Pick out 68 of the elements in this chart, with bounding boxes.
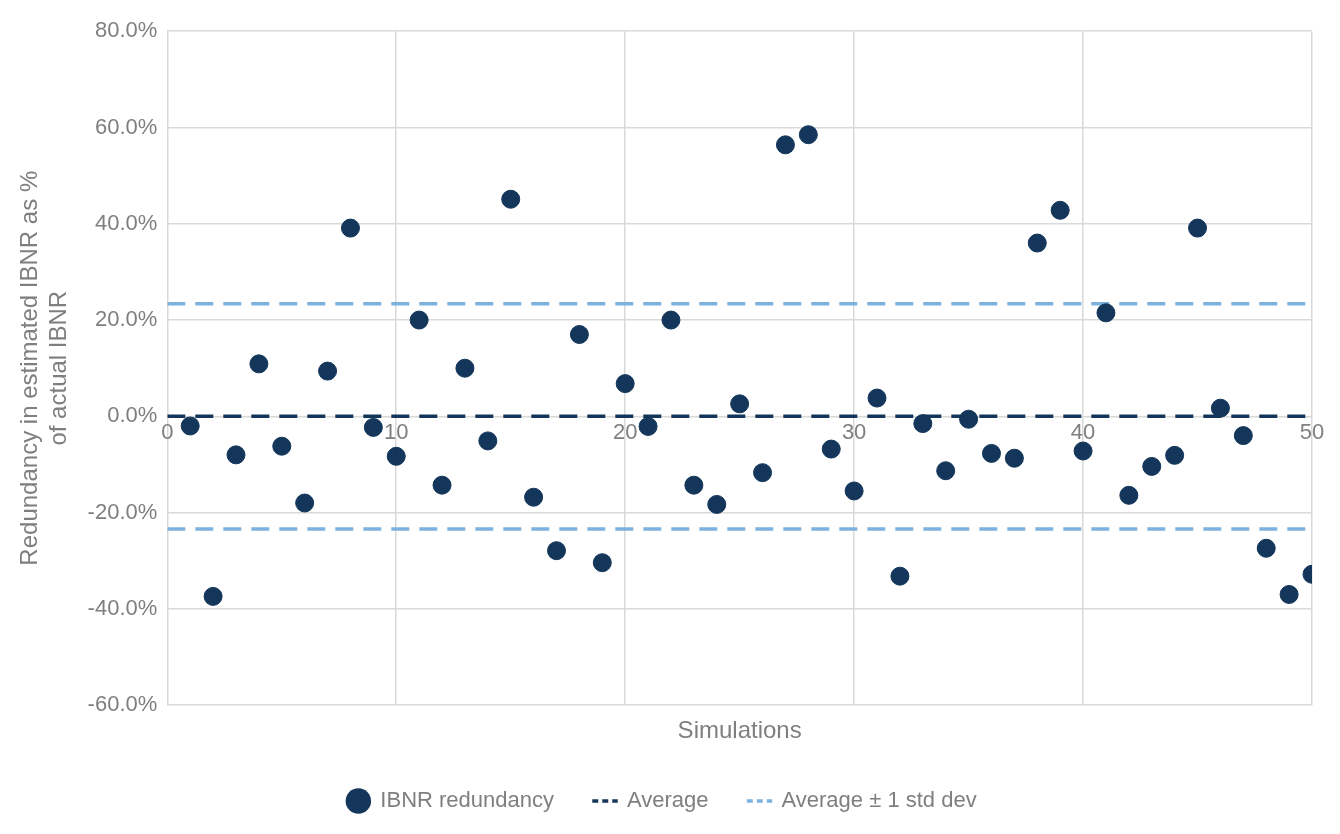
point — [547, 541, 566, 561]
point — [1188, 218, 1208, 238]
point — [775, 135, 795, 155]
point — [638, 416, 658, 436]
point — [959, 409, 979, 429]
point — [501, 189, 521, 209]
point — [592, 553, 612, 573]
x-tick-label: 50 — [1299, 418, 1325, 444]
point — [180, 416, 200, 436]
point — [569, 325, 589, 344]
point — [1142, 456, 1162, 476]
y-tick-label: 40.0% — [94, 209, 158, 235]
x-tick-label: 30 — [841, 418, 867, 444]
point — [753, 463, 773, 483]
point — [615, 374, 635, 394]
y-tick-label: 80.0% — [94, 17, 158, 43]
point — [249, 354, 269, 374]
y-tick-label: 0.0% — [107, 402, 158, 428]
y-tick-label: -60.0% — [87, 691, 158, 717]
point — [340, 218, 360, 238]
point — [1279, 584, 1299, 604]
x-tick-label: 20 — [612, 418, 638, 444]
point — [707, 494, 727, 514]
point — [524, 487, 544, 507]
point — [936, 461, 956, 481]
point — [386, 446, 406, 466]
point — [1073, 441, 1093, 461]
y-tick-label: -40.0% — [87, 594, 158, 620]
y-axis-title: Redundancy in estimated IBNR as % of actual IBNR — [15, 170, 71, 566]
point — [1050, 200, 1070, 220]
point — [1004, 448, 1024, 468]
point — [1027, 233, 1047, 253]
y-tick-label: 20.0% — [94, 306, 158, 332]
legend-label: Average ± 1 std dev — [781, 787, 977, 813]
point — [226, 445, 246, 465]
point — [867, 388, 887, 408]
point — [272, 436, 292, 456]
point — [1256, 538, 1276, 558]
point — [913, 414, 933, 434]
y-tick-label: 60.0% — [94, 113, 158, 139]
point — [318, 361, 338, 381]
point — [981, 443, 1001, 463]
point — [409, 310, 429, 330]
point — [1210, 398, 1230, 418]
point — [730, 394, 750, 414]
point — [821, 439, 841, 459]
point — [661, 310, 681, 330]
point — [890, 566, 910, 586]
point — [295, 493, 315, 513]
x-axis-title: Simulations — [677, 716, 802, 744]
point — [455, 358, 475, 378]
legend-label: Average — [626, 787, 709, 813]
x-tick-label: 40 — [1070, 418, 1096, 444]
point — [1233, 426, 1253, 446]
point — [798, 125, 818, 145]
point — [203, 586, 223, 606]
legend-label: IBNR redundancy — [380, 787, 554, 813]
y-tick-label: -20.0% — [87, 498, 158, 524]
point — [363, 417, 383, 437]
point — [684, 475, 704, 495]
point — [432, 475, 452, 495]
point — [478, 431, 498, 451]
point — [844, 481, 864, 501]
point — [1165, 445, 1185, 465]
x-tick-label: 10 — [384, 418, 409, 444]
x-tick-label: 0 — [161, 418, 174, 444]
point — [1096, 303, 1116, 323]
point — [1119, 485, 1139, 505]
